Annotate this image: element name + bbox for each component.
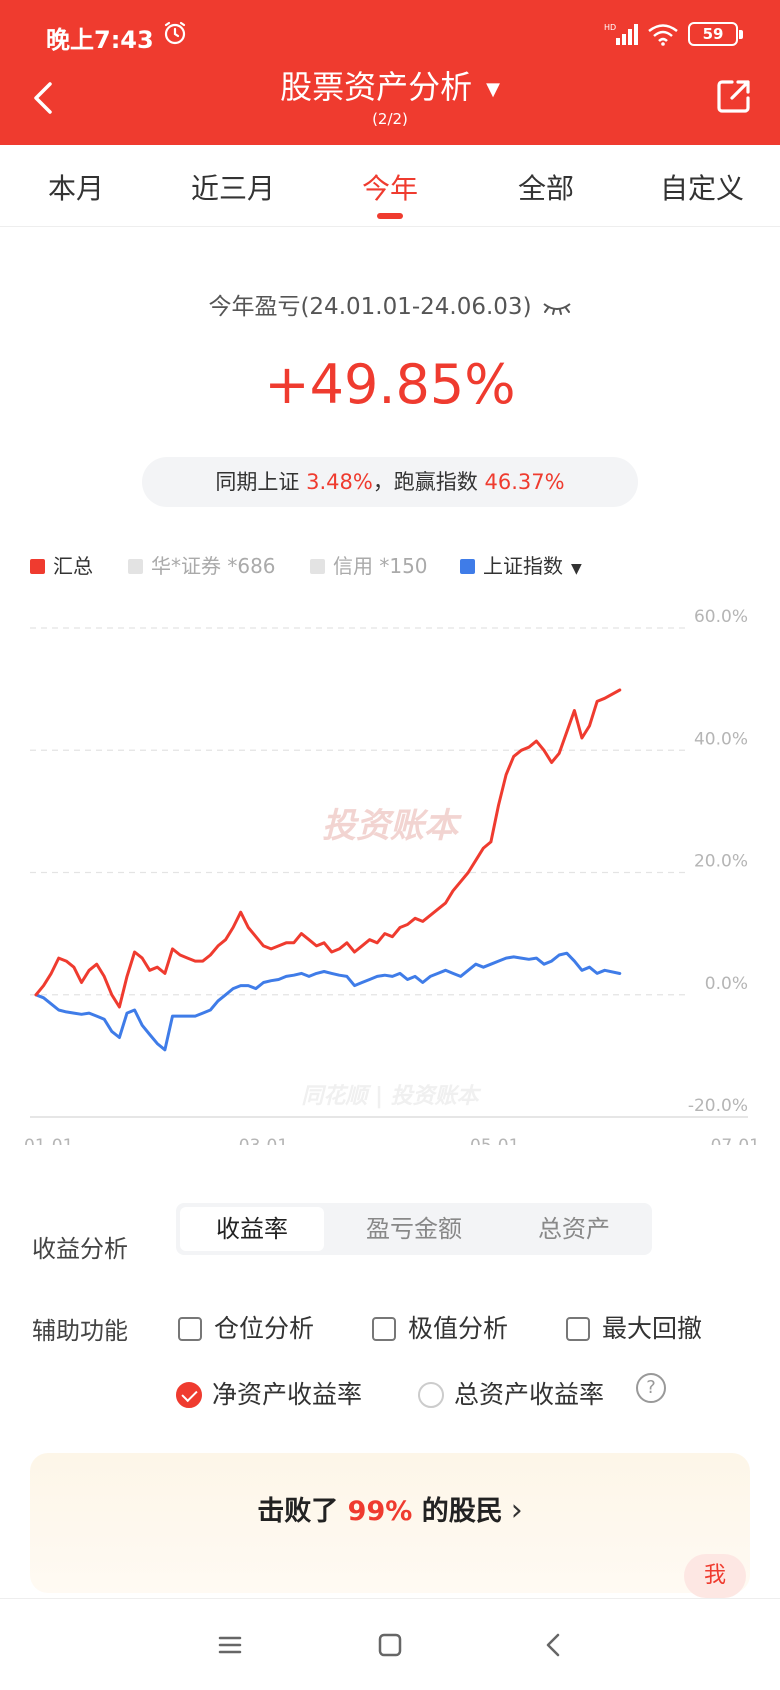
aux-label: 辅助功能 <box>32 1317 128 1345</box>
analysis-label: 收益分析 <box>32 1235 128 1263</box>
checkbox-label: 极值分析 <box>408 1314 509 1343</box>
y-tick-label: -20.0% <box>688 1096 748 1116</box>
radio-checked-icon <box>176 1382 202 1408</box>
seg-total-assets[interactable]: 总资产 <box>538 1215 610 1243</box>
checkbox-label: 最大回撤 <box>602 1314 703 1343</box>
svg-text:HD: HD <box>604 23 616 32</box>
eye-closed-icon[interactable] <box>542 300 572 316</box>
checkbox-label: 仓位分析 <box>214 1314 315 1343</box>
radio-label: 总资产收益率 <box>454 1380 605 1409</box>
tab-custom[interactable]: 自定义 <box>660 172 745 205</box>
compare-mid: ，跑赢指数 <box>372 470 478 494</box>
checkbox-box <box>178 1317 202 1341</box>
excess-return: 46.37% <box>484 470 565 494</box>
pnl-value: +49.85% <box>264 353 516 416</box>
home-icon[interactable] <box>372 1627 408 1663</box>
legend-swatch-credit-150 <box>310 559 325 574</box>
period-pnl-text: 今年盈亏(24.01.01-24.06.03) <box>208 294 532 320</box>
back-nav-icon[interactable] <box>536 1627 572 1663</box>
legend-label-credit-150: 信用 *150 <box>333 554 428 578</box>
x-tick-label: 07-01 <box>711 1136 760 1145</box>
caret-down-icon: ▼ <box>486 78 500 100</box>
alarm-icon <box>164 21 186 45</box>
battery-icon: 59 <box>688 22 743 46</box>
page-title-text: 股票资产分析 <box>280 68 473 106</box>
signal-icon: HD <box>604 23 638 45</box>
menu-icon[interactable] <box>212 1627 248 1663</box>
series-line-total <box>34 688 622 1009</box>
status-bar: 晚上7:43 HD 59 <box>0 0 780 70</box>
app-header: 晚上7:43 HD 59 股票资产分析 ▼ (2/2) <box>0 0 780 145</box>
checkbox-box <box>372 1317 396 1341</box>
legend-item-sse-index[interactable]: 上证指数 ▼ <box>460 550 582 579</box>
status-time: 晚上7:43 <box>46 26 154 54</box>
index-compare-pill: 同期上证 3.48%，跑赢指数 46.37% <box>142 457 638 507</box>
x-tick-label: 01-01 <box>24 1136 73 1145</box>
tab-all[interactable]: 全部 <box>518 172 575 205</box>
legend-item-account-686[interactable]: 华*证券 *686 <box>128 550 276 579</box>
legend-label-total: 汇总 <box>53 554 93 578</box>
y-tick-label: 20.0% <box>694 852 748 872</box>
tab-last-3-months[interactable]: 近三月 <box>191 172 276 205</box>
chart-watermark: 投资账本 <box>322 806 462 846</box>
legend-item-credit-150[interactable]: 信用 *150 <box>310 550 428 579</box>
legend-item-total[interactable]: 汇总 <box>30 550 93 579</box>
wifi-icon <box>648 24 678 46</box>
legend-dropdown-icon[interactable]: ▼ <box>571 561 582 577</box>
checkbox-extreme-analysis[interactable]: 极值分析 <box>372 1309 508 1345</box>
legend-label-account-686: 华*证券 *686 <box>151 554 276 578</box>
y-tick-label: 60.0% <box>694 607 748 627</box>
legend-swatch-account-686 <box>128 559 143 574</box>
beat-investors-text: 击败了 99% 的股民 › <box>30 1489 750 1528</box>
index-return: 3.48% <box>306 470 373 494</box>
legend-label-sse-index: 上证指数 <box>483 554 563 578</box>
checkbox-box <box>566 1317 590 1341</box>
tab-this-year[interactable]: 今年 <box>362 172 419 205</box>
radio-net-asset-return[interactable]: 净资产收益率 <box>176 1375 362 1411</box>
period-pnl-label: 今年盈亏(24.01.01-24.06.03) <box>0 287 780 321</box>
beat-prefix: 击败了 <box>257 1496 339 1527</box>
help-icon[interactable]: ? <box>636 1373 666 1403</box>
back-button[interactable] <box>24 76 64 120</box>
radio-unchecked-icon <box>418 1382 444 1408</box>
content-sheet: 本月 近三月 今年 全部 自定义 今年盈亏(24.01.01-24.06.03)… <box>0 145 780 1598</box>
page-indicator: (2/2) <box>372 110 408 128</box>
checkbox-max-drawdown[interactable]: 最大回撤 <box>566 1309 702 1345</box>
tab-this-month[interactable]: 本月 <box>48 172 105 205</box>
legend-swatch-sse-index <box>460 559 475 574</box>
page-title[interactable]: 股票资产分析 ▼ <box>0 62 780 108</box>
seg-return-rate[interactable]: 收益率 <box>180 1207 324 1251</box>
beat-percent: 99% <box>347 1496 413 1527</box>
y-tick-label: 0.0% <box>705 974 748 994</box>
seg-pnl-amount[interactable]: 盈亏金额 <box>366 1215 462 1243</box>
y-tick-label: 40.0% <box>694 729 748 749</box>
x-tick-label: 03-01 <box>239 1136 288 1145</box>
radio-label: 净资产收益率 <box>212 1380 363 1409</box>
analysis-segmented-control: 收益率 盈亏金额 总资产 <box>176 1203 652 1255</box>
active-tab-indicator <box>377 213 403 219</box>
me-floating-button[interactable]: 我 <box>684 1554 746 1598</box>
checkbox-position-analysis[interactable]: 仓位分析 <box>178 1309 314 1345</box>
share-button[interactable] <box>714 76 754 116</box>
chart-watermark-bottom: 同花顺 | 投资账本 <box>301 1084 481 1109</box>
compare-prefix: 同期上证 <box>215 470 300 494</box>
system-nav-bar <box>0 1598 780 1690</box>
series-line-sse-index <box>34 951 622 1052</box>
radio-total-asset-return[interactable]: 总资产收益率 <box>418 1375 604 1411</box>
beat-suffix: 的股民 <box>421 1496 503 1527</box>
legend-swatch-total <box>30 559 45 574</box>
x-tick-label: 05-01 <box>470 1136 519 1145</box>
beat-investors-card[interactable]: 击败了 99% 的股民 › <box>30 1453 750 1593</box>
period-tabs: 本月 近三月 今年 全部 自定义 <box>0 145 780 227</box>
chevron-right-icon: › <box>510 1493 523 1528</box>
